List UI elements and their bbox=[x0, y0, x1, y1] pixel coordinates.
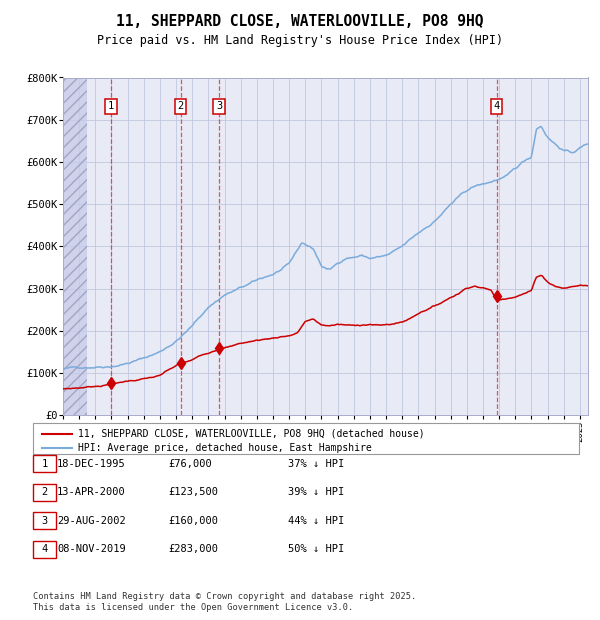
Text: 11, SHEPPARD CLOSE, WATERLOOVILLE, PO8 9HQ: 11, SHEPPARD CLOSE, WATERLOOVILLE, PO8 9… bbox=[116, 14, 484, 29]
Text: 3: 3 bbox=[41, 516, 47, 526]
Text: 08-NOV-2019: 08-NOV-2019 bbox=[57, 544, 126, 554]
Text: 1: 1 bbox=[41, 459, 47, 469]
Text: £123,500: £123,500 bbox=[168, 487, 218, 497]
Text: 1: 1 bbox=[107, 101, 114, 111]
Text: 18-DEC-1995: 18-DEC-1995 bbox=[57, 459, 126, 469]
Text: 39% ↓ HPI: 39% ↓ HPI bbox=[288, 487, 344, 497]
Text: 2: 2 bbox=[178, 101, 184, 111]
Text: 37% ↓ HPI: 37% ↓ HPI bbox=[288, 459, 344, 469]
Text: Contains HM Land Registry data © Crown copyright and database right 2025.
This d: Contains HM Land Registry data © Crown c… bbox=[33, 592, 416, 611]
Text: 13-APR-2000: 13-APR-2000 bbox=[57, 487, 126, 497]
Text: 29-AUG-2002: 29-AUG-2002 bbox=[57, 516, 126, 526]
Text: Price paid vs. HM Land Registry's House Price Index (HPI): Price paid vs. HM Land Registry's House … bbox=[97, 35, 503, 47]
Text: 50% ↓ HPI: 50% ↓ HPI bbox=[288, 544, 344, 554]
Text: £76,000: £76,000 bbox=[168, 459, 212, 469]
Text: 3: 3 bbox=[216, 101, 222, 111]
Text: 4: 4 bbox=[41, 544, 47, 554]
Text: 4: 4 bbox=[494, 101, 500, 111]
Text: 44% ↓ HPI: 44% ↓ HPI bbox=[288, 516, 344, 526]
Text: HPI: Average price, detached house, East Hampshire: HPI: Average price, detached house, East… bbox=[78, 443, 372, 453]
Text: £160,000: £160,000 bbox=[168, 516, 218, 526]
Text: 11, SHEPPARD CLOSE, WATERLOOVILLE, PO8 9HQ (detached house): 11, SHEPPARD CLOSE, WATERLOOVILLE, PO8 9… bbox=[78, 429, 425, 439]
Bar bbox=[63, 78, 87, 415]
Text: 2: 2 bbox=[41, 487, 47, 497]
Text: £283,000: £283,000 bbox=[168, 544, 218, 554]
